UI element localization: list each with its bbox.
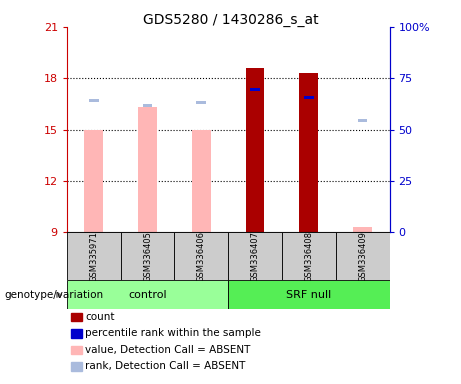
Text: GSM336409: GSM336409 xyxy=(358,231,367,282)
Text: GSM336406: GSM336406 xyxy=(197,231,206,282)
Bar xyxy=(142,104,152,107)
Bar xyxy=(246,68,265,232)
Text: GSM336408: GSM336408 xyxy=(304,231,313,282)
Text: SRF null: SRF null xyxy=(286,290,331,300)
Bar xyxy=(89,99,99,102)
Bar xyxy=(282,232,336,280)
Text: count: count xyxy=(85,312,115,322)
Text: percentile rank within the sample: percentile rank within the sample xyxy=(85,328,261,338)
Text: rank, Detection Call = ABSENT: rank, Detection Call = ABSENT xyxy=(85,361,246,371)
Bar xyxy=(358,119,367,122)
Bar xyxy=(192,130,211,232)
Text: GSM336405: GSM336405 xyxy=(143,231,152,282)
Text: genotype/variation: genotype/variation xyxy=(5,290,104,300)
Bar xyxy=(84,130,103,232)
Bar xyxy=(336,232,390,280)
Bar xyxy=(67,232,121,280)
Bar xyxy=(174,232,228,280)
Text: control: control xyxy=(128,290,167,300)
Bar xyxy=(138,108,157,232)
Bar xyxy=(196,101,206,104)
Bar xyxy=(304,96,313,99)
Bar xyxy=(67,280,228,309)
Bar xyxy=(121,232,174,280)
Text: GSM335971: GSM335971 xyxy=(89,231,98,282)
Bar xyxy=(228,280,390,309)
Bar xyxy=(300,73,318,232)
Bar xyxy=(250,88,260,91)
Bar xyxy=(228,232,282,280)
Text: GSM336407: GSM336407 xyxy=(251,231,260,282)
Text: value, Detection Call = ABSENT: value, Detection Call = ABSENT xyxy=(85,345,251,355)
Bar xyxy=(353,227,372,232)
Text: GDS5280 / 1430286_s_at: GDS5280 / 1430286_s_at xyxy=(143,13,318,27)
